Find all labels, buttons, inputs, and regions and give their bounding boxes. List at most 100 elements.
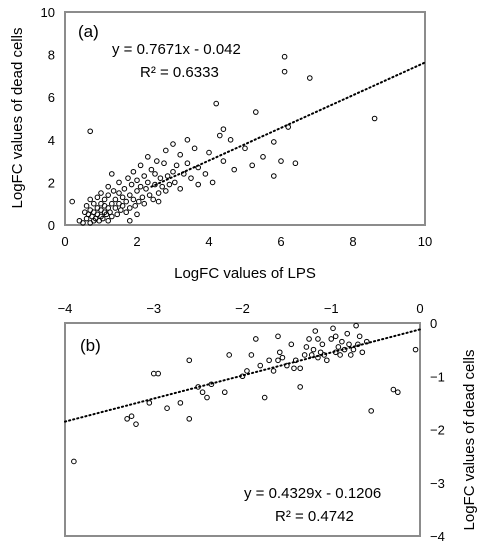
b-data-point [346, 341, 352, 348]
panel-b-trendline [64, 328, 421, 423]
b-data-point [266, 357, 272, 364]
b-data-point [306, 336, 312, 342]
panel-b: −4 −3 −2 −1 0 −4 −3 −2 −1 0 (b) y = 0.4329x - 0.… [58, 301, 478, 544]
a-data-point [152, 181, 158, 188]
a-data-point [127, 192, 133, 198]
b-x-tick-label: −2 [235, 301, 250, 316]
panel-b-x-ticks: −4 −3 −2 −1 0 [58, 301, 424, 316]
a-data-point [141, 173, 147, 179]
a-data-point [127, 217, 133, 224]
a-data-point [130, 196, 137, 203]
a-data-point [154, 158, 160, 164]
b-data-point [276, 349, 283, 356]
b-data-point [288, 341, 295, 348]
a-data-point [292, 160, 299, 167]
panel-a-x-label: LogFC values of LPS [174, 265, 316, 282]
a-y-tick-label: 10 [41, 5, 55, 20]
b-data-point [164, 405, 170, 412]
a-data-point [213, 100, 219, 107]
a-data-point [121, 185, 128, 192]
b-data-point [128, 413, 135, 419]
b-data-point [359, 349, 366, 356]
panel-a-r-squared: R² = 0.6333 [140, 64, 219, 81]
a-data-point [161, 160, 167, 167]
b-x-tick-label: −3 [146, 301, 161, 316]
a-y-tick-label: 8 [48, 48, 55, 63]
panel-b-y-label: LogFC values of dead cells [461, 350, 478, 531]
a-data-point [217, 132, 223, 139]
b-data-point [204, 394, 210, 401]
a-data-point [87, 128, 93, 135]
b-data-point [321, 352, 327, 358]
b-data-point [199, 389, 206, 396]
a-y-tick-label: 0 [48, 218, 55, 233]
a-data-point [184, 160, 191, 167]
a-data-point [137, 162, 144, 169]
b-data-point [221, 389, 228, 396]
a-x-tick-label: 8 [349, 234, 356, 249]
b-data-point [239, 373, 246, 380]
b-data-point [347, 352, 354, 358]
b-data-point [315, 336, 321, 342]
panel-b-label: (b) [80, 336, 101, 355]
b-data-point [261, 394, 268, 401]
a-data-point [188, 175, 194, 181]
a-data-point [109, 213, 115, 220]
a-y-tick-label: 2 [48, 175, 55, 190]
b-data-point [257, 362, 264, 369]
b-data-point [390, 386, 397, 393]
a-data-point [271, 139, 277, 145]
b-data-point [412, 346, 419, 353]
a-data-point [285, 124, 292, 130]
a-data-point [101, 196, 108, 203]
a-data-point [242, 145, 248, 152]
b-data-point [150, 370, 157, 377]
a-data-point [307, 75, 313, 81]
a-data-point [109, 171, 115, 177]
a-data-point [170, 141, 176, 147]
b-data-point [337, 352, 343, 358]
a-data-point [136, 198, 142, 205]
b-data-point [297, 384, 303, 390]
b-data-point [315, 354, 321, 361]
a-data-point [163, 188, 169, 194]
b-data-point [186, 357, 193, 364]
b-data-point [301, 352, 308, 358]
a-data-point [134, 188, 140, 194]
a-data-point [281, 68, 288, 75]
a-data-point [119, 203, 126, 209]
a-data-point [80, 220, 86, 226]
panel-b-points [71, 322, 419, 465]
b-data-point [355, 341, 361, 348]
b-data-point [363, 338, 370, 345]
a-x-tick-label: 4 [205, 234, 212, 249]
b-data-point [253, 336, 259, 342]
b-data-point [350, 346, 357, 353]
a-data-point [143, 185, 149, 192]
b-data-point [297, 365, 303, 372]
b-data-point [146, 400, 153, 406]
a-data-point [128, 181, 135, 188]
a-data-point [127, 205, 133, 211]
a-data-point [260, 154, 266, 160]
a-data-point [145, 154, 151, 160]
a-data-point [155, 198, 162, 205]
b-data-point [124, 416, 130, 422]
b-data-point [332, 349, 339, 356]
a-data-point [100, 215, 106, 222]
b-x-tick-label: −4 [58, 301, 73, 316]
b-data-point [208, 381, 215, 388]
b-data-point [356, 333, 363, 340]
a-data-point [109, 200, 115, 207]
a-data-point [119, 194, 126, 201]
b-data-point [248, 352, 255, 358]
b-data-point [310, 346, 317, 353]
a-data-point [83, 203, 90, 209]
b-data-point [312, 328, 319, 334]
panel-a-y-label: LogFC values of dead cells [9, 28, 26, 209]
b-data-point [275, 357, 281, 364]
b-data-point [284, 362, 290, 369]
a-data-point [91, 200, 97, 207]
a-data-point [249, 162, 255, 169]
a-data-point [173, 162, 180, 169]
